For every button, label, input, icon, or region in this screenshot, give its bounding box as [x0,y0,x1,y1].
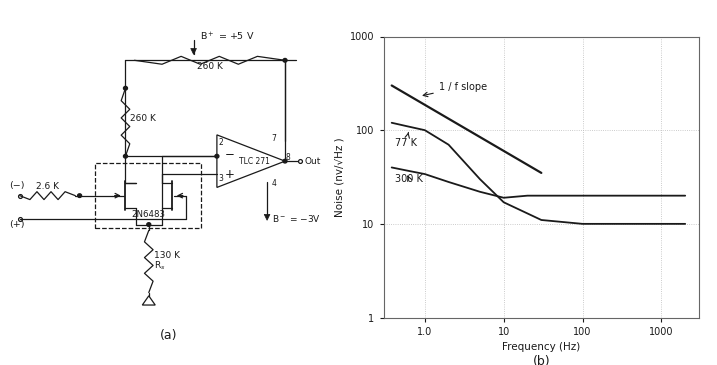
Text: (+): (+) [9,219,24,228]
Circle shape [215,154,219,158]
Text: B$^+$ = +5 V: B$^+$ = +5 V [200,31,255,43]
Text: Out: Out [305,157,321,166]
Circle shape [283,160,287,163]
Text: (−): (−) [9,181,24,191]
Circle shape [77,194,82,197]
Text: 3: 3 [219,174,224,183]
Circle shape [147,223,151,226]
Text: 7: 7 [271,134,276,143]
Text: TLC 271: TLC 271 [239,157,270,166]
Text: (b): (b) [533,356,550,365]
Text: 260 K: 260 K [196,62,223,72]
Text: 77 K: 77 K [395,132,417,148]
Text: 130 K: 130 K [153,251,180,260]
Text: B$^-$ = −3V: B$^-$ = −3V [272,213,320,224]
Text: 260 K: 260 K [130,114,156,123]
Polygon shape [191,49,196,54]
Polygon shape [265,214,270,220]
Circle shape [123,87,128,90]
Text: 1 / f slope: 1 / f slope [423,82,487,97]
Circle shape [283,58,287,62]
Text: 2: 2 [219,138,224,147]
X-axis label: Frequency (Hz): Frequency (Hz) [502,342,581,352]
Text: +: + [224,168,234,181]
Text: 4: 4 [271,179,276,188]
Text: (a): (a) [160,328,177,342]
Text: 2.6 K: 2.6 K [36,182,59,191]
Circle shape [123,154,128,158]
Text: 2N6483: 2N6483 [132,210,166,219]
Text: 8: 8 [285,153,290,162]
Text: R$_s$: R$_s$ [153,259,166,272]
Text: −: − [224,148,234,161]
Text: 300 K: 300 K [395,174,423,184]
Y-axis label: Noise (nv/√Hz ): Noise (nv/√Hz ) [335,137,344,217]
